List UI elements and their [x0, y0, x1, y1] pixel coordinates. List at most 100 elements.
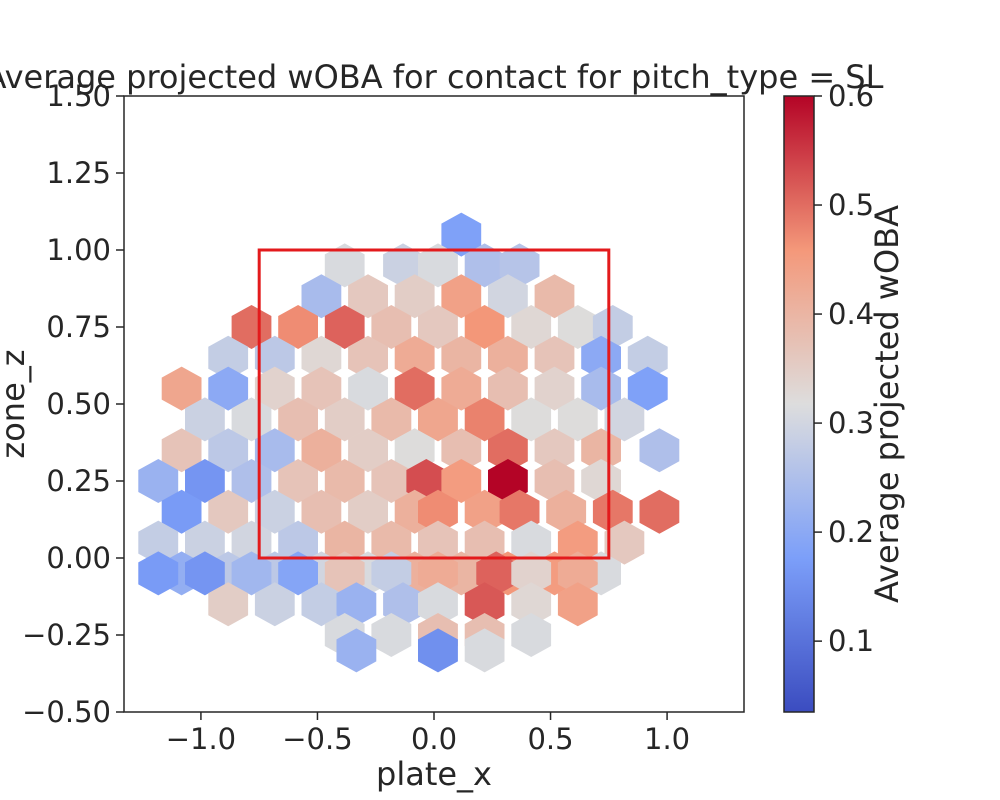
hexbin-cell	[185, 459, 225, 503]
hexbin-cell	[464, 243, 505, 288]
hexbin-cell	[231, 551, 272, 596]
hexbin-cell	[254, 428, 295, 473]
hexbin-cell	[138, 551, 179, 596]
hexbin-cell	[208, 335, 249, 380]
hexbin-cell	[464, 582, 505, 627]
hexbin-cell	[604, 520, 645, 565]
hexbin-cell	[557, 305, 598, 349]
hexbin-cell	[441, 428, 482, 473]
hexbin-cell	[208, 489, 249, 534]
hexbin-cell	[418, 628, 458, 673]
hexbin-cell	[371, 397, 412, 442]
hexbin-cell	[441, 459, 482, 503]
hexbin-cell	[418, 582, 458, 627]
hexbin-cell	[464, 397, 505, 442]
hexbin-cell	[301, 582, 342, 627]
hexbin-cell	[254, 489, 295, 534]
hexbin-cell	[418, 397, 458, 442]
hexbin-cell	[627, 366, 668, 411]
hexbin-cell	[639, 489, 680, 534]
y-tick-label: 1.50	[46, 79, 111, 113]
y-tick-label: 1.00	[46, 233, 111, 267]
colorbar-tick-label: 0.5	[828, 188, 874, 222]
hexbin-cell	[488, 366, 528, 411]
y-tick-label: 0.75	[46, 310, 111, 344]
y-tick-label: 0.00	[46, 541, 111, 575]
hexbin-cell	[511, 613, 552, 657]
hexbin-cell	[488, 335, 528, 380]
colorbar-axis: 0.1 0.2 0.3 0.4 0.5 0.6	[814, 79, 874, 658]
hexbin-cell	[371, 613, 412, 657]
hexbin-cell	[511, 551, 552, 596]
hexbin-cell	[488, 274, 528, 319]
hexbin-cell	[394, 335, 435, 380]
hexbin-cell	[557, 551, 598, 596]
hexbin-cell	[418, 243, 458, 288]
hexbin-cell	[301, 274, 342, 319]
hexbin-cell	[534, 366, 575, 411]
hexbin-cell	[278, 397, 318, 442]
hexbin-cell	[627, 335, 668, 380]
y-tick-label: 0.25	[46, 464, 111, 498]
hexbin-cell	[324, 520, 365, 565]
colorbar-tick-label: 0.2	[828, 515, 874, 549]
colorbar-tick-label: 0.4	[828, 297, 874, 331]
colorbar-tick-label: 0.6	[828, 79, 874, 113]
x-tick-label: −1.0	[166, 722, 236, 756]
hexbin-cell	[324, 397, 365, 442]
hexbin-cell	[185, 397, 225, 442]
hexbin-cell	[464, 628, 505, 673]
hexbin-cell	[278, 305, 318, 349]
hexbin-cell	[254, 366, 295, 411]
colorbar-title: Average projected wOBA	[868, 205, 906, 603]
hexbin-cell	[185, 520, 225, 565]
hexbin-cell	[208, 428, 249, 473]
strike-zone-box	[257, 248, 611, 560]
hexbin-cell	[441, 366, 482, 411]
hexbin-cell	[488, 428, 528, 473]
hexbin-cell	[511, 520, 552, 565]
x-tick-label: 0.0	[411, 722, 457, 756]
hexbin-cell	[231, 305, 272, 349]
hexbin-cell	[301, 428, 342, 473]
hexbin-cell	[418, 489, 458, 534]
hexbin-cell	[464, 305, 505, 349]
hexbin-cell	[371, 520, 412, 565]
hexbin-cell	[371, 305, 412, 349]
hexbin-cell	[348, 335, 388, 380]
x-axis-title: plate_x	[376, 755, 492, 793]
hexbin-cell	[185, 551, 225, 596]
colorbar-tick-label: 0.1	[828, 624, 874, 658]
hexbin-cell	[511, 305, 552, 349]
y-tick-label: −0.25	[22, 618, 111, 652]
hexbin-cell	[348, 366, 388, 411]
hexbin-cell	[161, 489, 202, 534]
y-tick-label: 0.50	[46, 387, 111, 421]
hexbin-cell	[581, 335, 621, 380]
hexbin-cell	[511, 582, 552, 627]
hexbin-cell	[604, 397, 645, 442]
hexbin-cell	[278, 520, 318, 565]
hexbin-cells	[138, 212, 680, 673]
hexbin-cell	[348, 428, 388, 473]
hexbin-cell	[557, 520, 598, 565]
hexbin-cell	[324, 305, 365, 349]
y-axis: −0.50 −0.25 0.00 0.25 0.50 0.75 1.00 1.25 1.50	[22, 79, 124, 729]
hexbin-cell	[441, 212, 482, 257]
hexbin-cell	[371, 459, 412, 503]
y-tick-label: 1.25	[46, 156, 111, 190]
hexbin-cell	[418, 551, 458, 596]
colorbar-tick-label: 0.3	[828, 406, 874, 440]
hexbin-cell	[208, 366, 249, 411]
hexbin-cell	[441, 335, 482, 380]
hexbin-cell	[348, 489, 388, 534]
hexbin-cell	[534, 428, 575, 473]
hexbin-cell	[348, 274, 388, 319]
hexbin-cell	[138, 459, 179, 503]
hexbin-cell	[254, 582, 295, 627]
hexbin-cell	[464, 489, 505, 534]
x-axis: −1.0 −0.5 0.0 0.5 1.0	[166, 712, 690, 756]
hexbin-cell	[336, 628, 377, 673]
x-tick-label: 1.0	[644, 722, 690, 756]
